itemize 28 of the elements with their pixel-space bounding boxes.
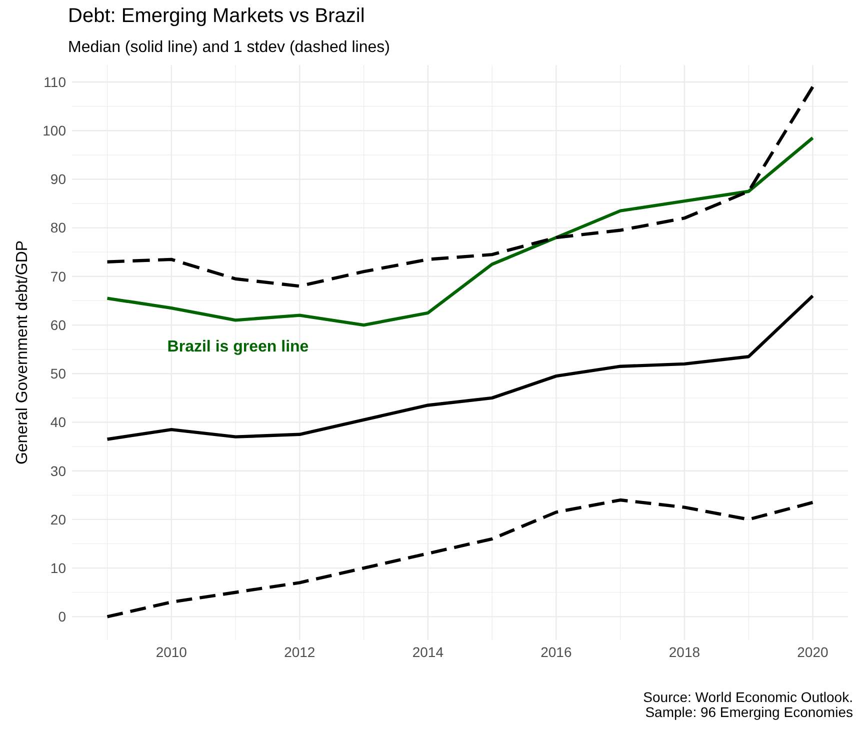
- y-tick-label: 40: [50, 414, 66, 430]
- text: Sample: 96 Emerging Economies: [645, 704, 853, 720]
- y-tick-label: 60: [50, 316, 66, 333]
- y-axis-title: General Government debt/GDP: [14, 240, 31, 465]
- x-tick-label: 2018: [668, 644, 700, 660]
- y-tick-label: 70: [50, 268, 66, 284]
- x-tick-label: 2020: [797, 644, 829, 660]
- y-tick-label: 110: [44, 74, 66, 90]
- y-tick-label: 20: [50, 511, 66, 528]
- chart-subtitle: Median (solid line) and 1 stdev (dashed lines): [68, 39, 390, 56]
- line-series: [106, 294, 814, 441]
- y-tick-label: 80: [50, 220, 66, 236]
- line-series: [106, 498, 814, 618]
- y-tick-label: 30: [50, 462, 66, 479]
- y-tick-label: 100: [42, 122, 66, 139]
- x-tick-label: 2014: [412, 644, 444, 660]
- y-tick-label: 0: [58, 608, 66, 625]
- x-tick-label: 2016: [540, 644, 572, 660]
- annotation: Brazil is green line: [167, 338, 309, 356]
- source-note: Source: World Economic Outlook.: [643, 689, 853, 705]
- y-tick-label: 10: [50, 560, 66, 576]
- y-tick-label: 50: [50, 366, 66, 382]
- chart-title: Debt: Emerging Markets vs Brazil: [68, 5, 365, 27]
- y-tick-label: 90: [50, 171, 66, 188]
- x-tick-label: 2010: [156, 644, 188, 660]
- x-tick-label: 2012: [284, 644, 316, 660]
- line-series: [106, 85, 814, 288]
- line-series: [106, 136, 814, 327]
